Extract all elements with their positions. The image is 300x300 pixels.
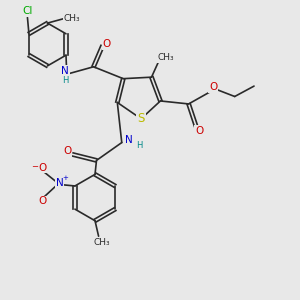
Text: O: O xyxy=(38,196,47,206)
Text: H: H xyxy=(62,76,68,85)
Text: −: − xyxy=(31,162,38,171)
Text: CH₃: CH₃ xyxy=(64,14,80,22)
Text: N: N xyxy=(125,136,133,146)
Text: CH₃: CH₃ xyxy=(94,238,110,247)
Text: S: S xyxy=(137,112,145,125)
Text: N: N xyxy=(56,178,63,188)
Text: O: O xyxy=(195,126,203,136)
Text: H: H xyxy=(136,141,142,150)
Text: O: O xyxy=(63,146,71,157)
Text: N: N xyxy=(61,66,69,76)
Text: O: O xyxy=(103,40,111,50)
Text: CH₃: CH₃ xyxy=(157,53,174,62)
Text: +: + xyxy=(62,175,68,181)
Text: O: O xyxy=(209,82,217,92)
Text: O: O xyxy=(38,163,47,172)
Text: Cl: Cl xyxy=(22,7,33,16)
